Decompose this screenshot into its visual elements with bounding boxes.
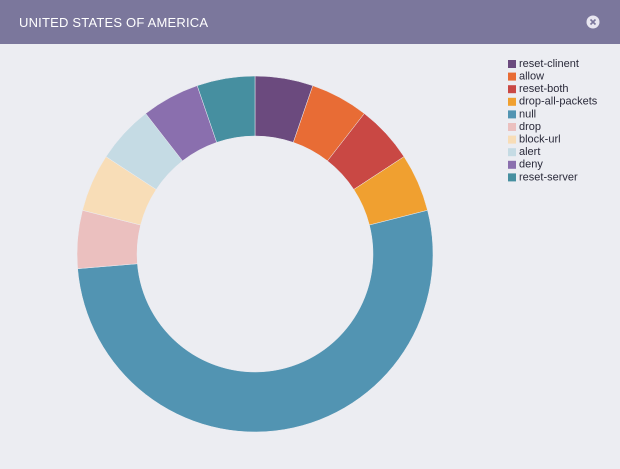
- legend-swatch: [508, 97, 516, 106]
- close-button[interactable]: [586, 15, 600, 29]
- legend-label: drop-all-packets: [519, 96, 598, 108]
- legend-swatch: [508, 123, 516, 131]
- legend-swatch: [508, 173, 516, 182]
- legend-swatch: [508, 160, 516, 169]
- legend-label: null: [519, 108, 536, 120]
- chart: reset-clinentallowreset-bothdrop-all-pac…: [76, 58, 598, 433]
- legend-label: allow: [519, 71, 544, 83]
- header: UNITED STATES OF AMERICA: [0, 0, 620, 44]
- legend-swatch: [508, 148, 516, 157]
- legend-swatch: [508, 60, 516, 68]
- legend-swatch: [508, 135, 516, 144]
- donut-segment: [196, 75, 256, 143]
- legend-label: block-url: [519, 134, 561, 146]
- legend-swatch: [508, 72, 516, 81]
- legend-label: deny: [519, 159, 543, 171]
- legend-label: reset-clinent: [519, 58, 579, 70]
- panel-title: UNITED STATES OF AMERICA: [19, 15, 209, 30]
- legend-label: reset-server: [519, 171, 578, 183]
- legend-swatch: [508, 85, 516, 94]
- legend-label: alert: [519, 146, 540, 158]
- legend-label: drop: [519, 121, 541, 133]
- legend-swatch: [508, 110, 516, 119]
- donut-segment: [77, 210, 434, 433]
- legend-label: reset-both: [519, 83, 569, 95]
